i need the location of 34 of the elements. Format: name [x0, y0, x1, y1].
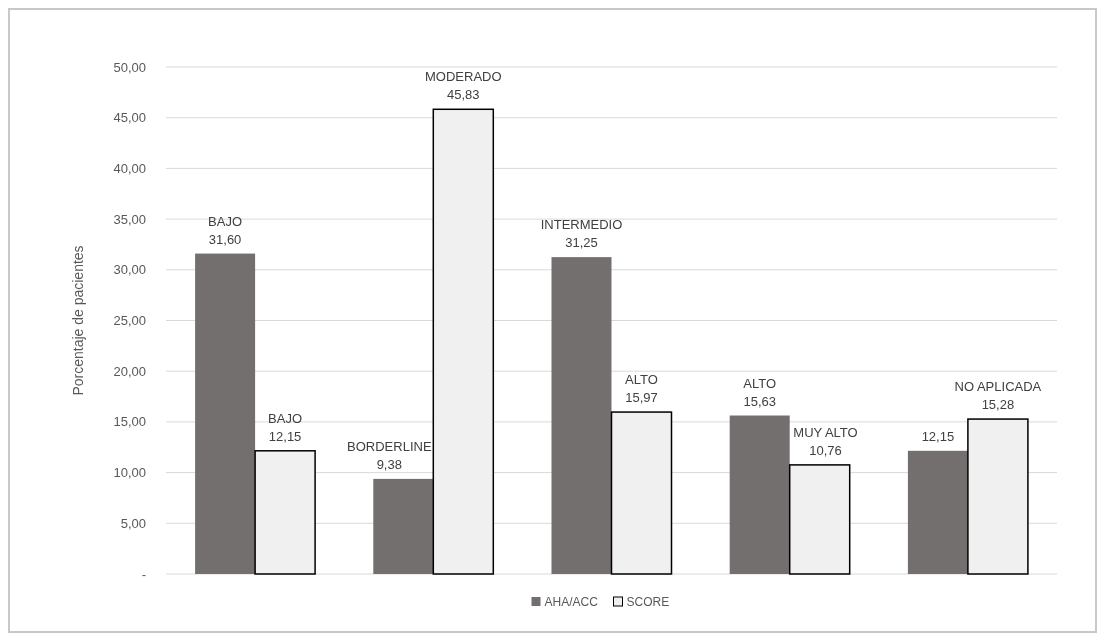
bar — [432, 108, 495, 575]
y-axis-title: Porcentaje de pacientes — [70, 245, 86, 396]
bar — [373, 478, 434, 574]
bar — [788, 464, 851, 575]
bar — [551, 257, 612, 574]
y-tick-label: 20,00 — [113, 363, 146, 379]
y-tick-label: 35,00 — [113, 211, 146, 227]
data-label: INTERMEDIO 31,25 — [540, 217, 623, 251]
bar — [254, 450, 316, 575]
data-label: ALTO 15,63 — [743, 375, 777, 409]
bar — [195, 253, 256, 574]
y-tick-label: 10,00 — [113, 465, 146, 481]
data-label: MUY ALTO 10,76 — [793, 424, 858, 458]
y-tick-label: 30,00 — [113, 262, 146, 278]
y-tick-label: 45,00 — [113, 110, 146, 126]
y-tick-label: 50,00 — [113, 59, 146, 75]
data-label: MODERADO 45,83 — [425, 69, 502, 103]
data-label: NO APLICADA 15,28 — [954, 379, 1042, 413]
legend-label: AHA/ACC — [544, 595, 599, 609]
y-tick-label: 40,00 — [113, 160, 146, 176]
y-tick-label: 25,00 — [113, 313, 146, 329]
y-tick-label: - — [141, 566, 146, 582]
bar — [729, 415, 790, 574]
legend-label: SCORE — [626, 595, 670, 609]
data-label: BAJO 12,15 — [268, 410, 303, 444]
data-label: BAJO 31,60 — [208, 213, 243, 247]
bar — [907, 450, 968, 574]
data-label: ALTO 15,97 — [625, 372, 658, 406]
bar — [610, 411, 673, 575]
data-label: 12,15 — [921, 428, 955, 444]
y-tick-label: 5,00 — [120, 515, 146, 531]
data-label: BORDERLINE 9,38 — [347, 438, 432, 472]
bar — [967, 418, 1029, 575]
y-tick-label: 15,00 — [113, 414, 146, 430]
